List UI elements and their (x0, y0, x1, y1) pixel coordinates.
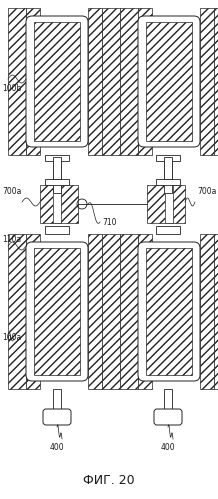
Bar (45, 226, 69, 234)
Bar (138, 234, 152, 389)
Bar (53, 389, 61, 409)
Bar (156, 179, 180, 185)
Bar (164, 157, 172, 179)
Text: 100b: 100b (2, 84, 21, 93)
Bar (146, 248, 192, 375)
FancyBboxPatch shape (138, 16, 200, 147)
Bar (165, 185, 173, 223)
Text: ФИГ. 20: ФИГ. 20 (83, 475, 135, 488)
Bar (214, 8, 218, 155)
Bar (200, 234, 214, 389)
Bar (164, 161, 172, 193)
Bar (120, 234, 138, 389)
FancyBboxPatch shape (154, 409, 182, 425)
Bar (26, 8, 40, 155)
FancyBboxPatch shape (138, 242, 200, 381)
Bar (120, 8, 138, 155)
Bar (34, 248, 80, 375)
FancyBboxPatch shape (26, 16, 88, 147)
Bar (200, 8, 214, 155)
Text: 700a: 700a (2, 187, 21, 196)
Bar (34, 22, 80, 141)
Bar (165, 185, 173, 223)
Text: 400: 400 (161, 443, 175, 452)
Text: 400: 400 (50, 443, 64, 452)
Bar (88, 8, 102, 155)
Text: 700a: 700a (197, 187, 216, 196)
Text: 710: 710 (102, 218, 116, 227)
FancyBboxPatch shape (26, 242, 88, 381)
Bar (40, 185, 78, 223)
Text: 100a: 100a (2, 333, 21, 342)
Bar (146, 22, 192, 141)
Bar (45, 179, 69, 185)
Bar (102, 234, 120, 389)
Bar (156, 226, 180, 234)
Bar (53, 185, 61, 223)
Bar (8, 234, 26, 389)
Text: 110a: 110a (2, 235, 21, 244)
Bar (138, 8, 152, 155)
Bar (26, 234, 40, 389)
Bar (53, 185, 61, 223)
FancyBboxPatch shape (43, 409, 71, 425)
Bar (53, 157, 61, 179)
Bar (147, 185, 185, 223)
Bar (88, 234, 102, 389)
Bar (164, 389, 172, 409)
Bar (53, 161, 61, 193)
Bar (45, 155, 69, 161)
Bar (102, 8, 120, 155)
Bar (214, 234, 218, 389)
Bar (156, 155, 180, 161)
Bar (8, 8, 26, 155)
